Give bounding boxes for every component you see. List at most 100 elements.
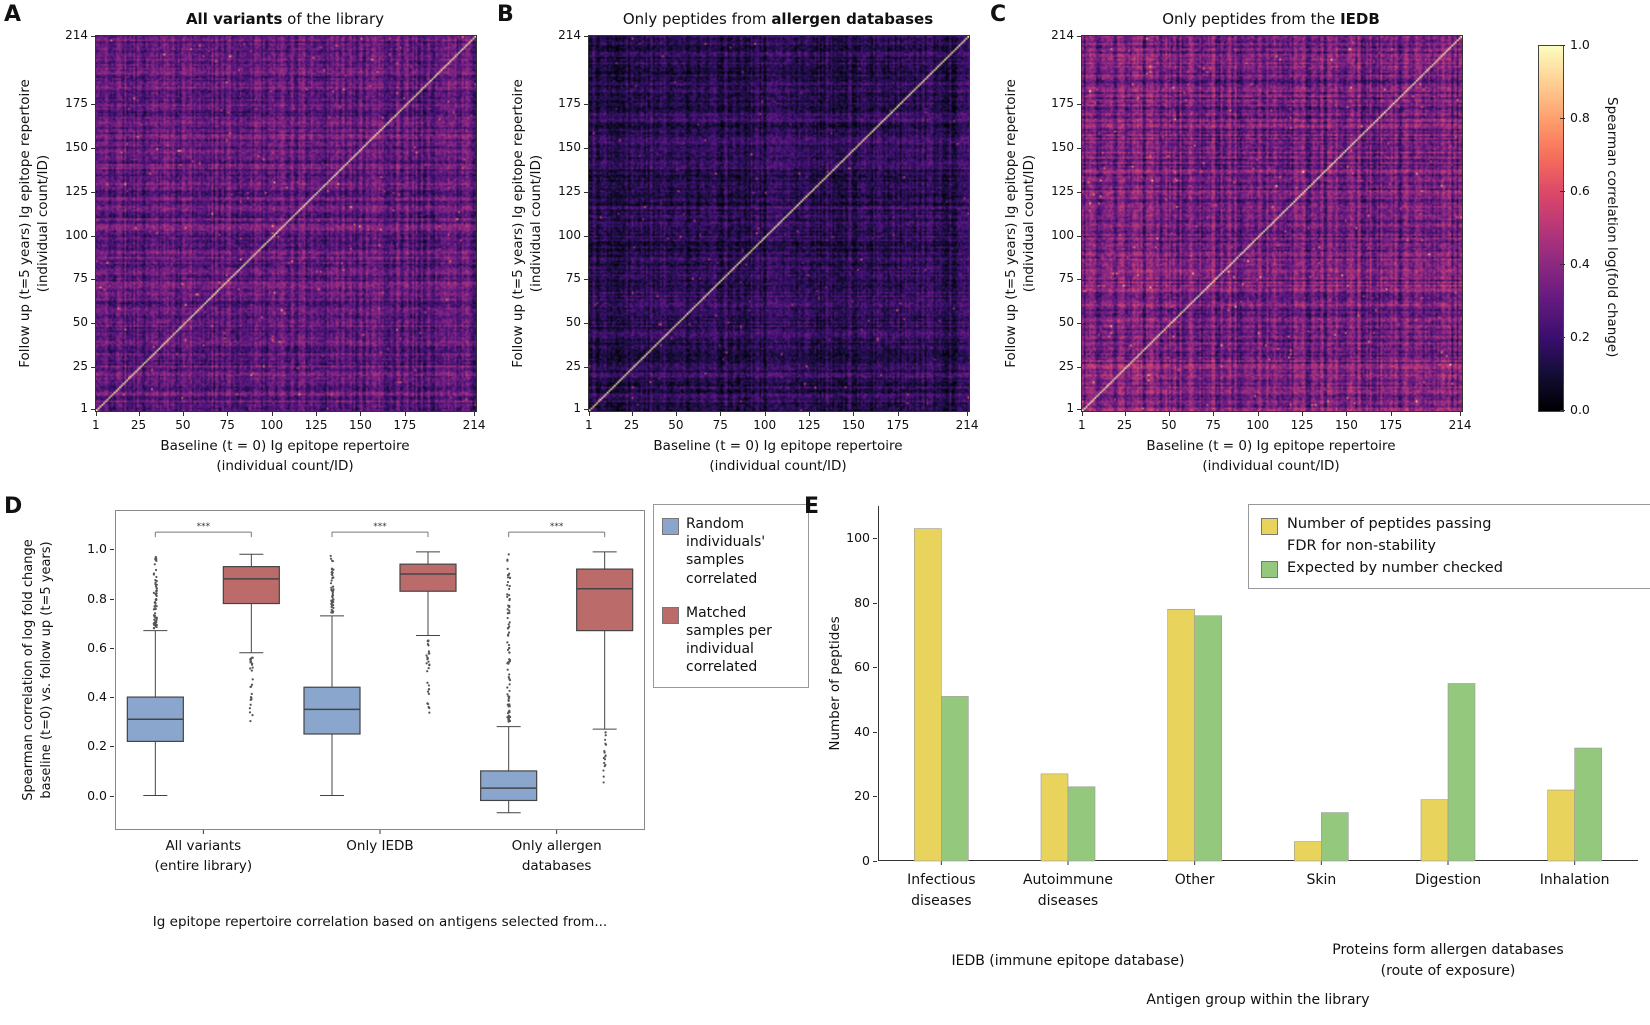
outlier-dot <box>507 676 510 679</box>
panel-c-xlabel-line1: Baseline (t = 0) Ig epitope repertoire <box>1146 438 1396 454</box>
panel-c-ytick-labels: 1 25 50 75 100 125 150 175 214 <box>1037 28 1081 415</box>
boxplot-chart: *** *** *** <box>115 510 645 834</box>
y-tick-label: 75 <box>1058 271 1074 286</box>
colorbar-tick-mark <box>1560 118 1565 119</box>
x-tick-mark <box>1390 412 1392 416</box>
panel-d-category-labels: All variants (entire library) Only IEDB Onl… <box>115 836 645 880</box>
outlier-dot <box>508 585 511 588</box>
outlier-dot <box>602 769 605 772</box>
x-tick-mark <box>95 412 97 416</box>
outlier-dot <box>427 684 430 687</box>
outlier-dot <box>508 679 512 682</box>
outlier-dot <box>248 711 252 714</box>
y-tick-label: 125 <box>65 183 88 198</box>
panel-a-ylabel-line1: Follow up (t=5 years) Ig epitope reperto… <box>17 79 33 368</box>
panel-d-legend: Random individuals' samples correlated M… <box>653 504 809 688</box>
x-tick-mark <box>588 412 590 416</box>
x-tick-mark <box>1168 412 1170 416</box>
legend-swatch-fdr <box>1261 517 1278 535</box>
outlier-dot <box>507 720 510 723</box>
y-tick-label: 20 <box>854 788 870 804</box>
panel-c-title-bold: IEDB <box>1340 10 1380 28</box>
x-tick-label: 150 <box>349 418 372 432</box>
outlier-dot <box>508 689 511 692</box>
outlier-dot <box>332 589 335 592</box>
outlier-dot <box>155 575 158 579</box>
colorbar-tick-label: 0.8 <box>1570 110 1590 125</box>
y-tick-label: 150 <box>65 140 88 155</box>
x-tick-label: 175 <box>886 418 910 432</box>
panel-d-ytick-labels: 0.0 0.2 0.4 0.6 0.8 1.0 <box>72 510 114 830</box>
outlier-dot <box>508 651 511 654</box>
colorbar-tick-labels: 0.0 0.2 0.4 0.6 0.8 1.0 <box>1560 37 1600 417</box>
bar <box>1547 789 1575 862</box>
panel-a-title-post: of the library <box>282 10 385 28</box>
x-tick-mark <box>1460 412 1462 416</box>
category-label: Only IEDB <box>346 838 414 854</box>
category-label: Inhalation <box>1539 872 1610 888</box>
x-tick-label: 214 <box>955 418 979 432</box>
outlier-dot <box>603 764 606 768</box>
panel-b-xlabel: Baseline (t = 0) Ig epitope repertoire (… <box>558 437 998 476</box>
x-tick-mark <box>1257 412 1259 416</box>
outlier-dot <box>249 661 252 664</box>
outlier-dot <box>426 656 429 659</box>
outlier-dot <box>332 606 335 609</box>
outlier-dot <box>331 574 334 577</box>
y-tick-mark <box>91 35 95 37</box>
outlier-dot <box>251 662 254 665</box>
y-tick-label: 175 <box>1051 96 1074 111</box>
x-tick-mark <box>271 412 273 416</box>
outlier-dot <box>508 660 511 663</box>
x-tick-mark <box>1302 412 1304 416</box>
panel-a-xlabel-line2: (individual count/ID) <box>216 457 354 474</box>
y-tick-mark <box>584 148 588 150</box>
outlier-dot <box>425 654 428 657</box>
heatmap-a-canvas <box>95 35 477 412</box>
panel-a: A All variants of the library Follow up … <box>0 0 495 492</box>
box <box>399 563 457 592</box>
outlier-dot <box>250 669 253 672</box>
legend-matched-line4: correlated <box>686 659 758 676</box>
outlier-dot <box>602 775 605 778</box>
y-tick-label: 0.0 <box>87 787 107 803</box>
outlier-dot <box>428 706 431 710</box>
panel-a-ylabel: Follow up (t=5 years) Ig epitope reperto… <box>16 35 52 412</box>
outlier-dot <box>331 611 334 614</box>
outlier-dot <box>426 681 429 684</box>
panel-e-group-labels: IEDB (immune epitope database) Proteins f… <box>878 940 1638 988</box>
outlier-dot <box>427 688 430 691</box>
x-tick-label: 175 <box>393 418 417 432</box>
legend-swatch-matched <box>662 606 679 624</box>
panel-d: D Spearman correlation of log fold chang… <box>0 492 809 1025</box>
outlier-dot <box>248 707 251 710</box>
panel-a-ytick-labels: 1 25 50 75 100 125 150 175 214 <box>51 28 95 415</box>
y-tick-label: 175 <box>558 96 581 111</box>
outlier-dot <box>506 574 510 577</box>
outlier-dot <box>154 558 157 561</box>
outlier-dot <box>330 579 333 582</box>
outlier-dot <box>155 586 158 590</box>
legend-matched-line3: individual <box>686 641 754 658</box>
panel-a-xtick-labels: 1 25 50 75 100 125 150 175 214 <box>92 412 486 434</box>
outlier-dot <box>152 591 155 594</box>
outlier-dot <box>506 580 510 584</box>
y-tick-mark <box>110 746 114 748</box>
outlier-dot <box>331 576 334 580</box>
outlier-dot <box>154 604 157 607</box>
x-tick-label: 175 <box>1379 418 1403 432</box>
outlier-dot <box>603 738 607 741</box>
outlier-dot <box>154 593 158 596</box>
outlier-dot <box>428 663 431 666</box>
panel-c: C Only peptides from the IEDB Follow up … <box>986 0 1481 492</box>
category-label: Other <box>1174 872 1215 888</box>
legend-text-random: Random individuals' samples correlated <box>686 515 765 588</box>
y-tick-mark <box>91 323 95 325</box>
bar <box>1067 786 1096 862</box>
y-tick-label: 175 <box>65 96 88 111</box>
y-tick-mark <box>584 191 588 193</box>
y-tick-mark <box>1077 323 1081 325</box>
y-tick-label: 0.2 <box>87 738 107 754</box>
category-label: Skin <box>1306 872 1337 888</box>
outlier-dot <box>427 650 430 653</box>
